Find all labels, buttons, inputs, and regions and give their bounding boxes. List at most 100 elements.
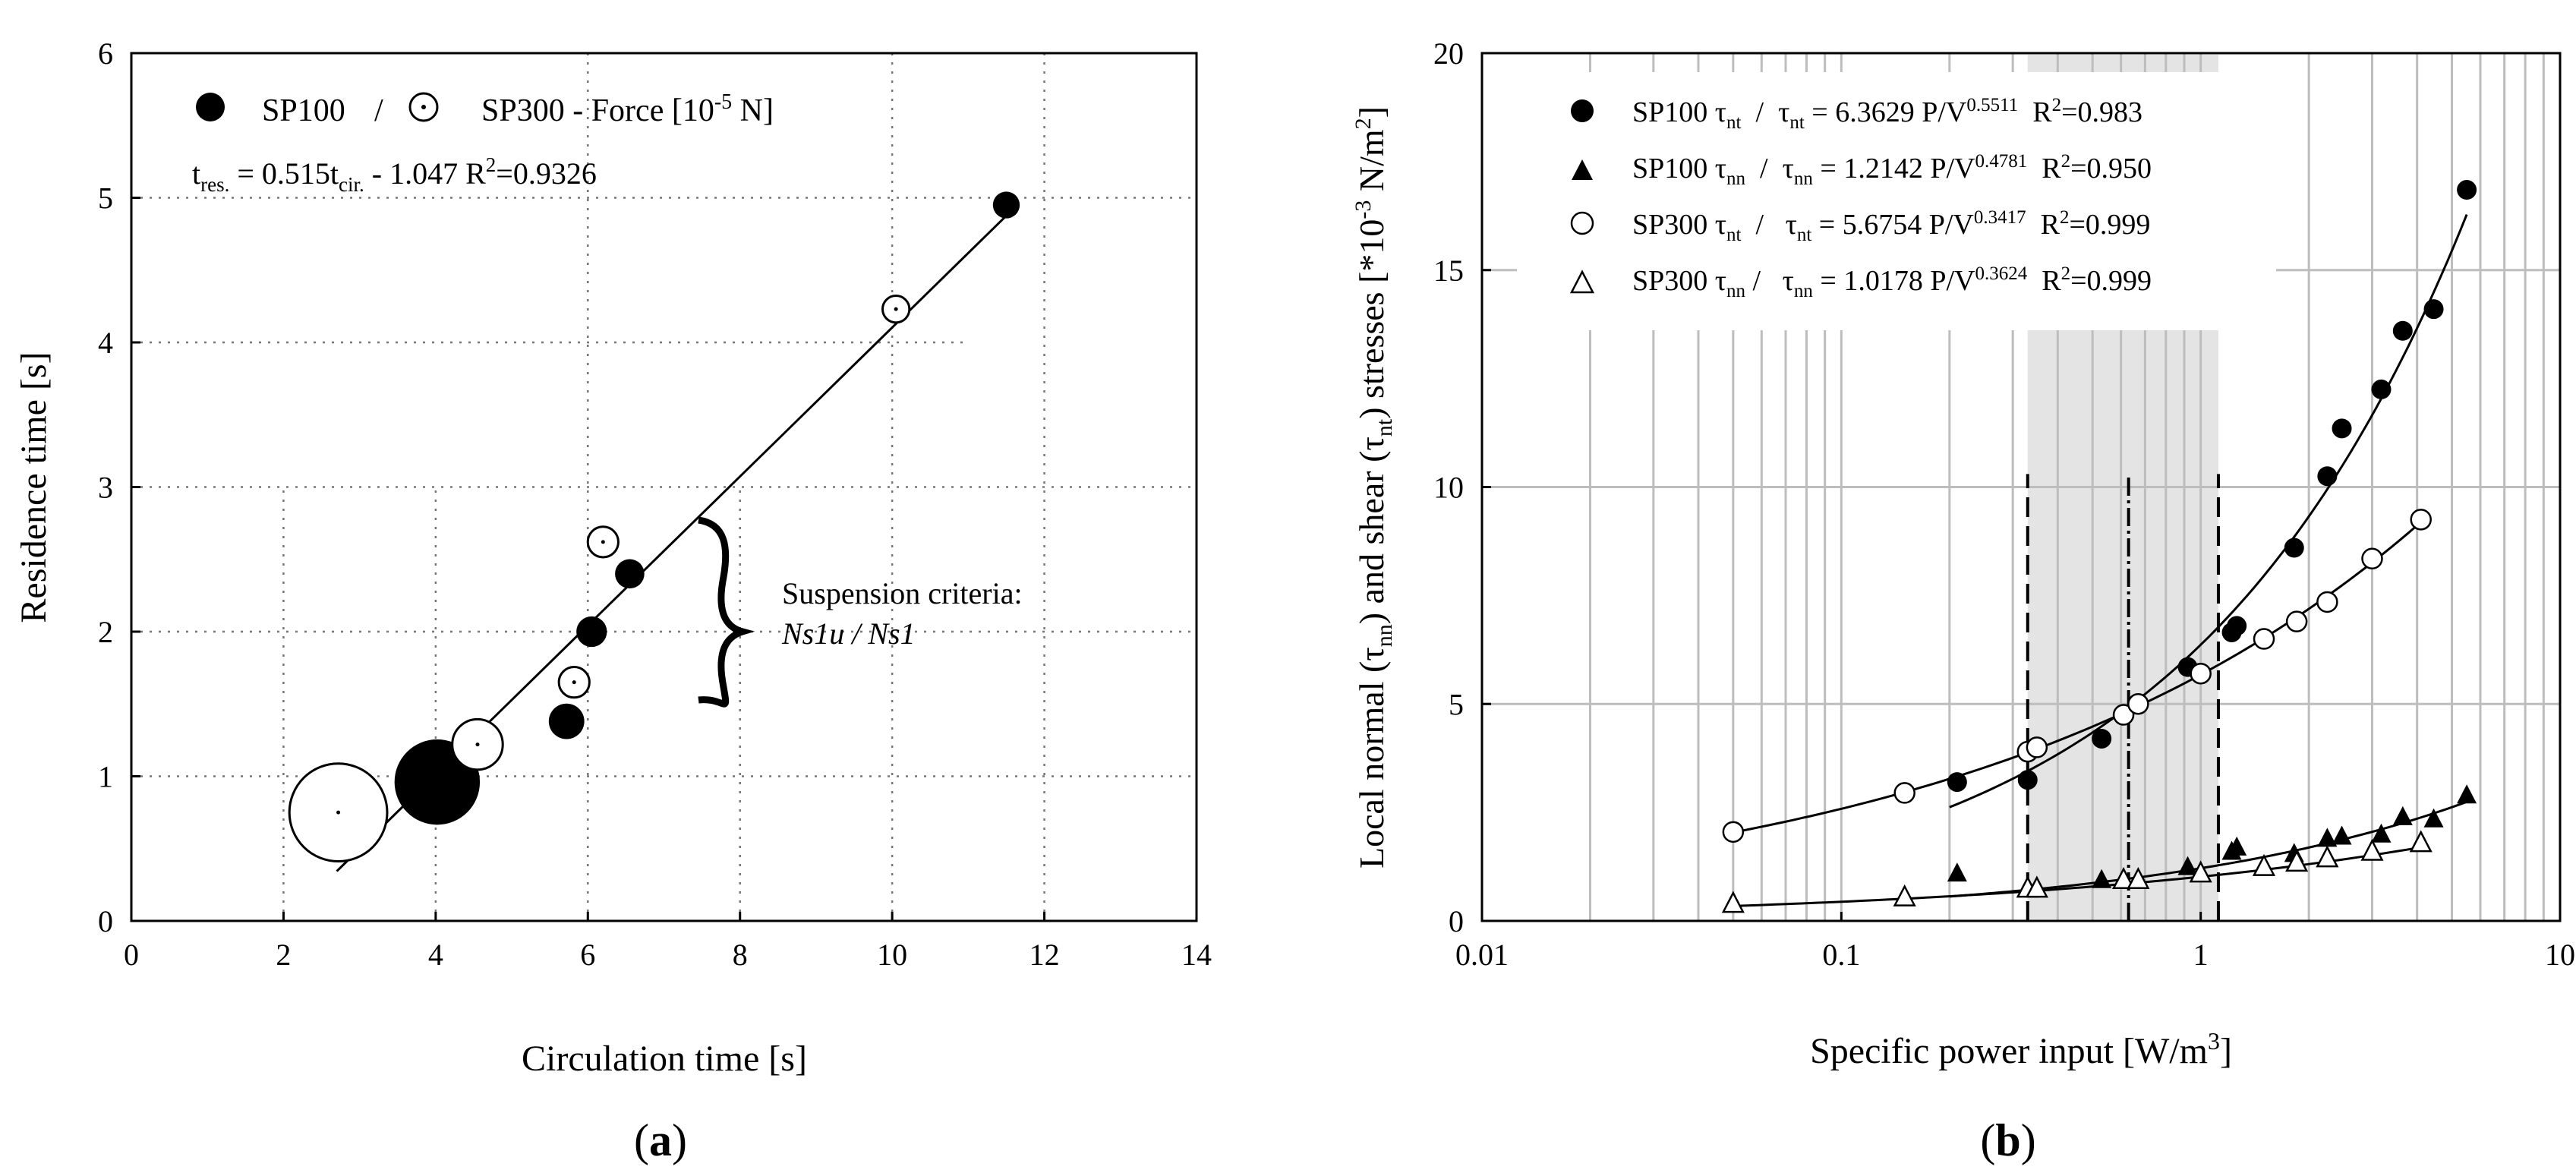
y-tick-label: 6 xyxy=(98,36,113,71)
data-point-sp100-nt xyxy=(2092,728,2112,749)
x-tick-label: 8 xyxy=(733,938,748,972)
legend-background-b xyxy=(1517,72,2276,330)
data-point-sp100-nn xyxy=(2371,823,2392,843)
y-tick-label: 4 xyxy=(98,326,113,360)
data-point-sp300-nt xyxy=(2410,509,2432,531)
data-point-sp300-nn xyxy=(2025,875,2048,898)
data-point-sp300-center xyxy=(336,810,341,815)
legend-marker-sp300-dot xyxy=(421,105,426,109)
data-point-sp100 xyxy=(992,191,1020,219)
x-axis-label-b: Specific power input [W/m3] xyxy=(1810,1027,2232,1071)
y-axis-label-a: Residence time [s] xyxy=(14,352,54,623)
data-point-sp300-nt xyxy=(2190,662,2212,685)
legend-separator: / xyxy=(374,93,383,128)
x-tick-label: 14 xyxy=(1181,938,1212,972)
y-tick-label: 5 xyxy=(1449,687,1464,721)
data-point-sp100-nt xyxy=(2227,616,2247,636)
data-point-sp100-nt xyxy=(2423,299,2444,320)
legend-marker-sp100-nn xyxy=(1572,159,1593,180)
regression-equation-a: tres. = 0.515tcir. - 1.047 R2=0.9326 xyxy=(192,153,597,196)
data-point-sp300-nt xyxy=(1893,782,1915,804)
data-point-sp300-nn xyxy=(2316,845,2339,868)
y-tick-label: 1 xyxy=(98,760,113,794)
x-tick-label: 1 xyxy=(2193,938,2209,972)
x-tick-label: 12 xyxy=(1029,938,1060,972)
data-points-a xyxy=(288,191,1020,863)
brace-icon xyxy=(698,516,755,708)
data-point-sp100-nt xyxy=(2392,320,2413,341)
y-tick-label: 10 xyxy=(1433,471,1464,505)
annotation-ns-labels: Ns1u / Ns1 xyxy=(781,616,916,651)
data-point-sp100-nt xyxy=(2284,538,2304,558)
data-point-sp100 xyxy=(548,703,585,739)
legend-label-sp100: SP100 xyxy=(262,93,345,128)
y-tick-label: 3 xyxy=(98,471,113,505)
data-point-sp100-nt xyxy=(1947,772,1967,793)
legend-marker-sp100-nt xyxy=(1571,99,1594,122)
data-point-sp100-nt xyxy=(2017,770,2038,790)
y-tick-label: 20 xyxy=(1433,36,1464,71)
data-point-sp300-center xyxy=(601,540,605,544)
data-point-sp300-nt xyxy=(2026,736,2048,758)
data-point-sp300-nt xyxy=(2253,628,2275,650)
data-point-sp100-nn xyxy=(2332,825,2352,845)
data-point-sp300-nt xyxy=(2127,693,2149,715)
data-point-sp100-nn xyxy=(2317,828,2338,847)
data-point-sp300-center xyxy=(894,307,898,311)
x-tick-label: 10 xyxy=(877,938,907,972)
legend-b: SP100 τnt / τnt = 6.3629 P/V0.5511 R2=0.… xyxy=(1569,95,2152,301)
annotation-suspension-criteria: Suspension criteria: xyxy=(782,576,1023,610)
data-point-sp100-nt xyxy=(2457,180,2477,200)
data-point-sp300-center xyxy=(475,742,480,747)
data-point-sp300-nt xyxy=(2361,547,2383,570)
data-point-sp100-nt xyxy=(2317,466,2338,487)
x-tick-label: 2 xyxy=(276,938,291,972)
data-point-sp300-nt xyxy=(2112,704,2135,726)
legend-entry-sp100-nn: SP100 τnn / τnn = 1.2142 P/V0.4781 R2=0.… xyxy=(1632,151,2152,189)
x-tick-label: 0.1 xyxy=(1822,938,1860,972)
data-point-sp100-nn xyxy=(2423,808,2444,828)
data-point-sp300-nn xyxy=(2252,853,2276,876)
legend-marker-sp100 xyxy=(196,93,225,121)
data-point-sp300-nn xyxy=(1893,884,1916,906)
data-point-sp100-nt xyxy=(2371,379,2392,399)
data-point-sp300-nn xyxy=(2285,850,2309,872)
data-point-sp100-nn xyxy=(2092,869,2112,888)
data-point-sp100-nt xyxy=(2332,418,2352,439)
data-point-sp300-nt xyxy=(2285,610,2308,632)
x-tick-label: 4 xyxy=(428,938,443,972)
data-point-sp300-nn xyxy=(1721,891,1745,913)
data-point-sp300-nt xyxy=(2316,591,2338,613)
y-tick-label: 15 xyxy=(1433,254,1464,288)
data-point-sp300-nn xyxy=(2409,830,2433,853)
fit-curve xyxy=(1949,214,2468,809)
data-point-sp100-nn xyxy=(2392,806,2413,825)
legend-entry-sp100-nt: SP100 τnt / τnt = 6.3629 P/V0.5511 R2=0.… xyxy=(1632,95,2142,133)
x-axis-label-a: Circulation time [s] xyxy=(522,1039,807,1079)
data-point-sp100-nn xyxy=(2177,856,2198,875)
data-point-sp300-center xyxy=(572,680,576,685)
y-tick-label: 0 xyxy=(1449,904,1464,938)
data-point-sp100-nn xyxy=(2227,836,2247,856)
y-tick-label: 2 xyxy=(98,615,113,649)
legend-a: SP100 / SP300 - Force [10-5 N] xyxy=(196,90,774,128)
panel-b: 0.01 0.1 1 10 0 5 10 15 20 SP100 τnt / τnt = 6.3… xyxy=(1351,36,2575,1165)
x-tick-label: 0.01 xyxy=(1455,938,1509,972)
data-point-sp300-nn xyxy=(2189,860,2212,883)
legend-entry-sp300-nn: SP300 τnn / τnn = 1.0178 P/V0.3624 R2=0.… xyxy=(1632,263,2152,301)
legend-entry-sp300-nt: SP300 τnt / τnt = 5.6754 P/V0.3417 R2=0.… xyxy=(1632,207,2150,245)
y-tick-label: 5 xyxy=(98,181,113,216)
data-points-b xyxy=(1721,180,2477,913)
data-point-sp300-nn xyxy=(2360,838,2384,861)
legend-marker-sp300-nn xyxy=(1569,270,1595,294)
data-point-sp100-nn xyxy=(2457,784,2477,804)
data-point-sp100-nn xyxy=(1947,862,1967,882)
axis-ticks-b: 0.01 0.1 1 10 0 5 10 15 20 xyxy=(1433,36,2575,972)
panel-label-a: (a) xyxy=(634,1115,687,1165)
reference-lines-b xyxy=(2026,474,2220,921)
x-tick-label: 6 xyxy=(580,938,595,972)
data-point-sp300-nt xyxy=(1722,821,1745,843)
data-point-sp100 xyxy=(576,616,607,648)
